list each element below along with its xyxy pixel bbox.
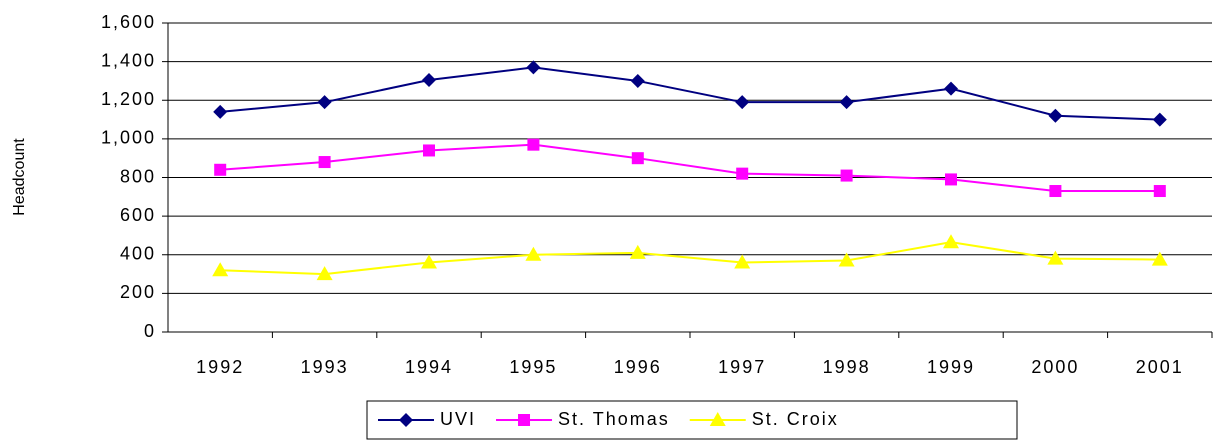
data-point [318, 156, 331, 169]
data-point [736, 167, 749, 180]
legend-label: St. Croix [752, 409, 839, 429]
y-tick-label: 1,600 [101, 12, 156, 32]
x-tick-label: 1999 [927, 357, 975, 377]
data-point [734, 254, 751, 269]
x-tick-label: 2000 [1031, 357, 1079, 377]
y-tick-label: 1,000 [101, 128, 156, 148]
y-tick-label: 600 [120, 205, 156, 225]
y-tick-label: 0 [144, 321, 156, 341]
data-point [838, 252, 855, 267]
series-line [220, 143, 1160, 193]
legend-marker [709, 412, 726, 426]
x-tick-label: 1996 [614, 357, 662, 377]
x-tick-label: 1997 [718, 357, 766, 377]
y-tick-label: 400 [120, 244, 156, 264]
data-point [1153, 185, 1166, 198]
y-tick-label: 1,400 [101, 50, 156, 70]
data-point [631, 152, 644, 165]
data-point [629, 244, 646, 259]
data-point [735, 95, 750, 110]
series-line [220, 241, 1160, 276]
data-point [525, 246, 542, 261]
data-point [840, 169, 853, 182]
data-point [943, 234, 959, 249]
y-tick-label: 200 [120, 282, 156, 302]
legend-marker [518, 414, 531, 426]
data-point [214, 163, 227, 176]
data-point [1151, 251, 1168, 266]
y-tick-label: 800 [120, 166, 156, 186]
data-point [316, 266, 333, 281]
data-point [317, 95, 332, 110]
y-axis-title: Headcount [11, 138, 28, 216]
data-point [1049, 185, 1062, 198]
data-point [1047, 250, 1064, 265]
x-tick-label: 1993 [301, 357, 349, 377]
data-point [526, 60, 541, 75]
x-tick-label: 1998 [823, 357, 871, 377]
series-line [220, 66, 1160, 121]
x-tick-label: 1995 [509, 357, 557, 377]
legend-label: St. Thomas [558, 409, 670, 429]
data-point [423, 144, 435, 157]
data-point [422, 72, 436, 87]
data-point [839, 95, 854, 110]
legend-label: UVI [440, 409, 476, 429]
data-point [1152, 112, 1167, 127]
y-tick-label: 1,200 [101, 89, 156, 109]
x-tick-label: 1992 [196, 357, 244, 377]
data-point [213, 104, 228, 119]
legend-marker [399, 413, 413, 427]
x-tick-label: 1994 [405, 357, 453, 377]
x-tick-label: 2001 [1136, 357, 1184, 377]
data-point [630, 73, 645, 88]
data-point [944, 81, 958, 96]
data-point [527, 138, 540, 151]
data-point [212, 262, 229, 277]
data-point [421, 254, 437, 269]
data-point [1048, 108, 1063, 123]
data-point [945, 173, 957, 186]
